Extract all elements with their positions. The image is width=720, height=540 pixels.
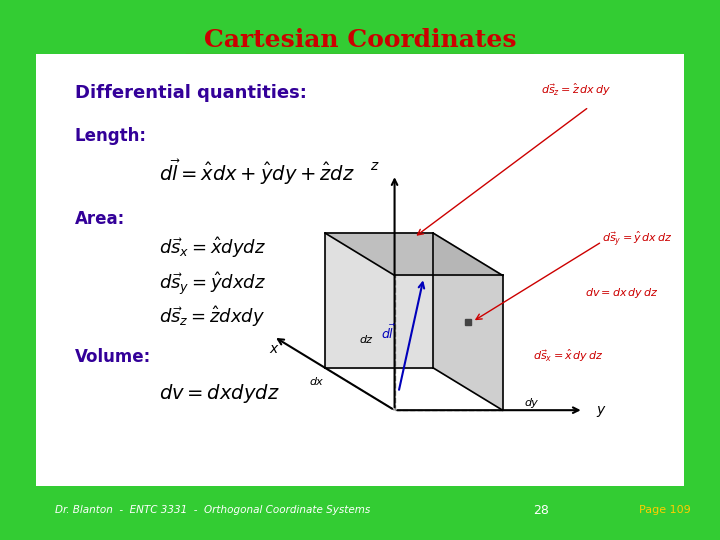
Polygon shape — [433, 233, 503, 410]
Text: $d\vec{s}_x = \hat{x}dydz$: $d\vec{s}_x = \hat{x}dydz$ — [159, 235, 266, 260]
Text: Differential quantities:: Differential quantities: — [75, 84, 307, 102]
Text: $d\vec{l}$: $d\vec{l}$ — [381, 324, 396, 342]
Text: x: x — [269, 342, 278, 356]
Text: $d\vec{s}_z = \hat{z}dxdy$: $d\vec{s}_z = \hat{z}dxdy$ — [159, 305, 265, 329]
Text: $d\vec{s}_x = \hat{x}\,dy\,dz$: $d\vec{s}_x = \hat{x}\,dy\,dz$ — [533, 347, 603, 363]
Text: $d\vec{s}_z = \hat{z}\,dx\,dy$: $d\vec{s}_z = \hat{z}\,dx\,dy$ — [541, 82, 611, 98]
Text: dx: dx — [310, 377, 324, 387]
Text: Dr. Blanton  -  ENTC 3331  -  Orthogonal Coordinate Systems: Dr. Blanton - ENTC 3331 - Orthogonal Coo… — [55, 505, 371, 515]
FancyBboxPatch shape — [23, 45, 697, 495]
Text: $dv = dxdydz$: $dv = dxdydz$ — [159, 382, 280, 406]
Text: Area:: Area: — [75, 210, 125, 227]
Text: Length:: Length: — [75, 127, 147, 145]
Text: $d\vec{s}_y = \hat{y}dxdz$: $d\vec{s}_y = \hat{y}dxdz$ — [159, 270, 266, 297]
Text: dz: dz — [360, 335, 373, 345]
Polygon shape — [325, 233, 503, 275]
Text: y: y — [596, 403, 605, 417]
Text: z: z — [370, 159, 377, 173]
Text: Page 109: Page 109 — [639, 505, 690, 515]
Text: $d\vec{l} = \hat{x}dx + \hat{y}dy + \hat{z}dz$: $d\vec{l} = \hat{x}dx + \hat{y}dy + \hat… — [159, 158, 355, 187]
Polygon shape — [325, 233, 433, 368]
FancyBboxPatch shape — [4, 491, 716, 529]
FancyBboxPatch shape — [19, 16, 701, 65]
Text: $d\vec{s}_y = \hat{y}\,dx\,dz$: $d\vec{s}_y = \hat{y}\,dx\,dz$ — [602, 229, 672, 247]
Text: Volume:: Volume: — [75, 348, 151, 366]
Text: $dv = dx\,dy\,dz$: $dv = dx\,dy\,dz$ — [585, 286, 658, 300]
Text: 28: 28 — [534, 504, 549, 517]
Text: dy: dy — [524, 398, 538, 408]
Text: Cartesian Coordinates: Cartesian Coordinates — [204, 28, 516, 51]
